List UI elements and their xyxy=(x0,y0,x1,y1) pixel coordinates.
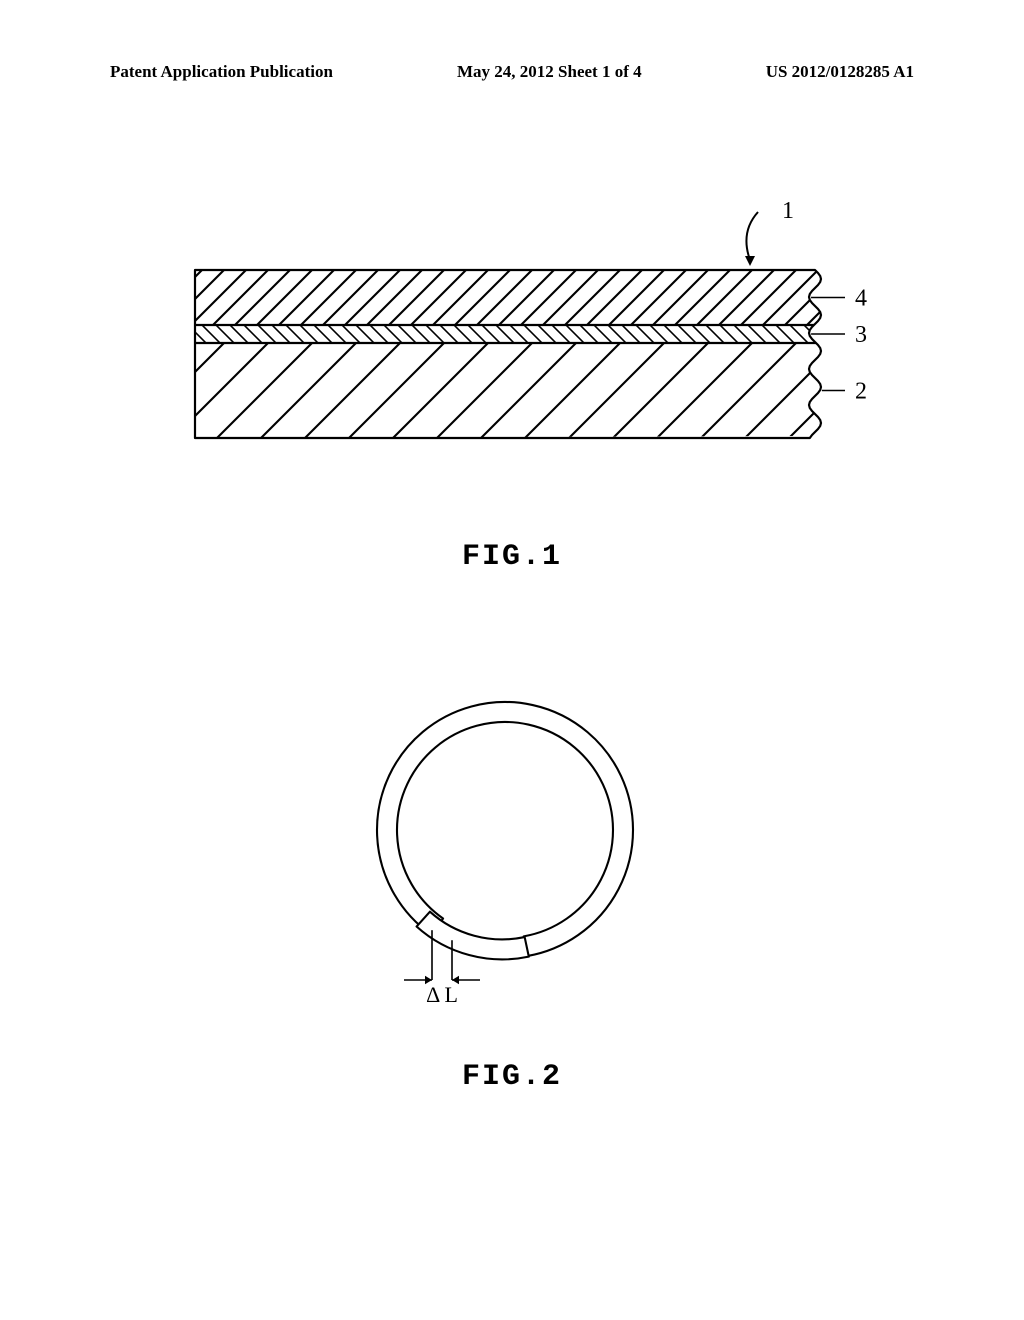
figure-2: Δ L xyxy=(340,690,670,1030)
figure-2-caption: FIG.2 xyxy=(0,1060,1024,1094)
header-left: Patent Application Publication xyxy=(110,62,333,82)
svg-text:2: 2 xyxy=(855,379,867,405)
svg-text:1: 1 xyxy=(782,200,794,224)
page-header: Patent Application Publication May 24, 2… xyxy=(110,62,914,82)
svg-text:Δ L: Δ L xyxy=(426,982,458,1007)
header-right: US 2012/0128285 A1 xyxy=(766,62,914,82)
figure-2-svg: Δ L xyxy=(340,690,670,1030)
svg-text:3: 3 xyxy=(855,322,867,348)
figure-1: 1 4 3 2 xyxy=(175,200,875,480)
header-center: May 24, 2012 Sheet 1 of 4 xyxy=(457,62,642,82)
figure-1-caption: FIG.1 xyxy=(0,540,1024,574)
figure-1-svg: 1 4 3 2 xyxy=(175,200,875,480)
svg-text:4: 4 xyxy=(855,286,867,312)
